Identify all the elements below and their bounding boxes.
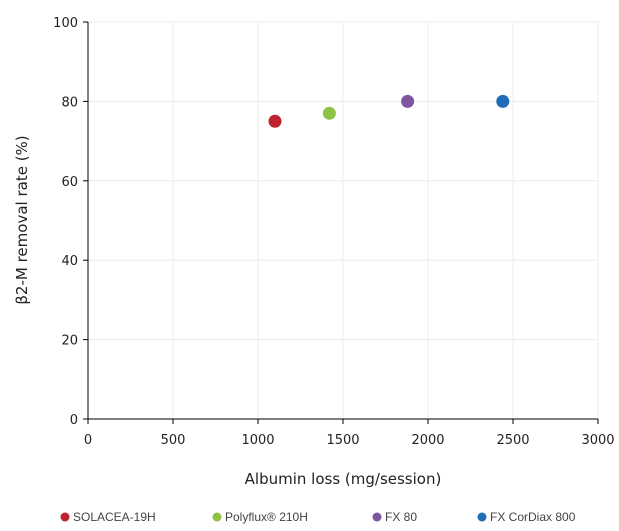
grid-lines <box>88 21 599 419</box>
legend-label: FX 80 <box>385 510 417 524</box>
legend-entry: FX CorDiax 800 <box>477 510 576 524</box>
tick-labels: 0 500 1000 1500 2000 2500 3000 0 20 40 60 80 100 <box>53 16 614 448</box>
y-tick-label: 60 <box>61 175 78 190</box>
y-tick-label: 20 <box>61 334 78 349</box>
x-axis-title: Albumin loss (mg/session) <box>245 470 442 488</box>
legend-label: FX CorDiax 800 <box>490 510 576 524</box>
x-tick-label: 3000 <box>581 433 614 448</box>
y-tick-label: 80 <box>61 95 78 110</box>
legend-entry: FX 80 <box>372 510 417 524</box>
legend-marker <box>212 512 222 522</box>
data-points <box>268 94 510 128</box>
data-point <box>268 114 282 128</box>
x-tick-label: 0 <box>84 433 92 448</box>
data-point <box>322 106 336 120</box>
y-tick-label: 40 <box>61 254 78 269</box>
legend-marker <box>477 512 487 522</box>
x-tick-label: 2500 <box>496 433 529 448</box>
data-point <box>496 94 510 108</box>
legend: SOLACEA-19H Polyflux® 210H FX 80 FX CorDiax… <box>60 510 576 524</box>
x-tick-label: 1000 <box>241 433 274 448</box>
axes <box>83 21 599 424</box>
x-tick-label: 500 <box>161 433 186 448</box>
legend-marker <box>60 512 70 522</box>
legend-entry: Polyflux® 210H <box>212 510 308 524</box>
x-tick-label: 1500 <box>326 433 359 448</box>
legend-entry: SOLACEA-19H <box>60 510 156 524</box>
data-point <box>401 94 415 108</box>
y-tick-label: 0 <box>70 413 78 428</box>
legend-label: SOLACEA-19H <box>73 510 156 524</box>
x-tick-label: 2000 <box>411 433 444 448</box>
y-tick-label: 100 <box>53 16 78 31</box>
legend-label: Polyflux® 210H <box>225 510 308 524</box>
y-axis-title: β2-M removal rate (%) <box>13 135 31 304</box>
legend-marker <box>372 512 382 522</box>
